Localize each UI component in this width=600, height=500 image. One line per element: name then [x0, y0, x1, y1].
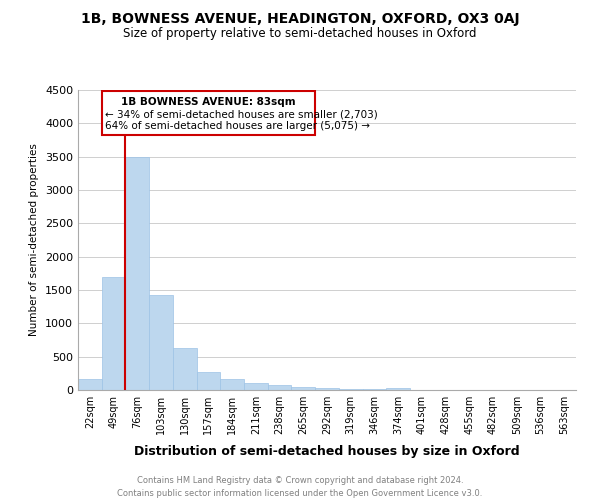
Bar	[125, 156, 149, 390]
Bar	[339, 388, 362, 390]
Bar	[362, 389, 386, 390]
Text: 1B BOWNESS AVENUE: 83sqm: 1B BOWNESS AVENUE: 83sqm	[121, 98, 296, 108]
Bar	[315, 388, 339, 390]
Text: 1B, BOWNESS AVENUE, HEADINGTON, OXFORD, OX3 0AJ: 1B, BOWNESS AVENUE, HEADINGTON, OXFORD, …	[80, 12, 520, 26]
FancyBboxPatch shape	[102, 92, 315, 136]
Bar	[102, 276, 125, 390]
Text: Contains HM Land Registry data © Crown copyright and database right 2024.
Contai: Contains HM Land Registry data © Crown c…	[118, 476, 482, 498]
Text: ← 34% of semi-detached houses are smaller (2,703): ← 34% of semi-detached houses are smalle…	[105, 110, 378, 120]
Bar	[173, 348, 197, 390]
Bar	[268, 385, 292, 390]
Bar	[220, 379, 244, 390]
Bar	[149, 294, 173, 390]
Bar	[244, 384, 268, 390]
Bar	[78, 380, 102, 390]
Bar	[386, 388, 410, 390]
Bar	[197, 372, 220, 390]
Text: Size of property relative to semi-detached houses in Oxford: Size of property relative to semi-detach…	[123, 28, 477, 40]
Bar	[292, 386, 315, 390]
Y-axis label: Number of semi-detached properties: Number of semi-detached properties	[29, 144, 40, 336]
Text: 64% of semi-detached houses are larger (5,075) →: 64% of semi-detached houses are larger (…	[105, 120, 370, 130]
X-axis label: Distribution of semi-detached houses by size in Oxford: Distribution of semi-detached houses by …	[134, 446, 520, 458]
